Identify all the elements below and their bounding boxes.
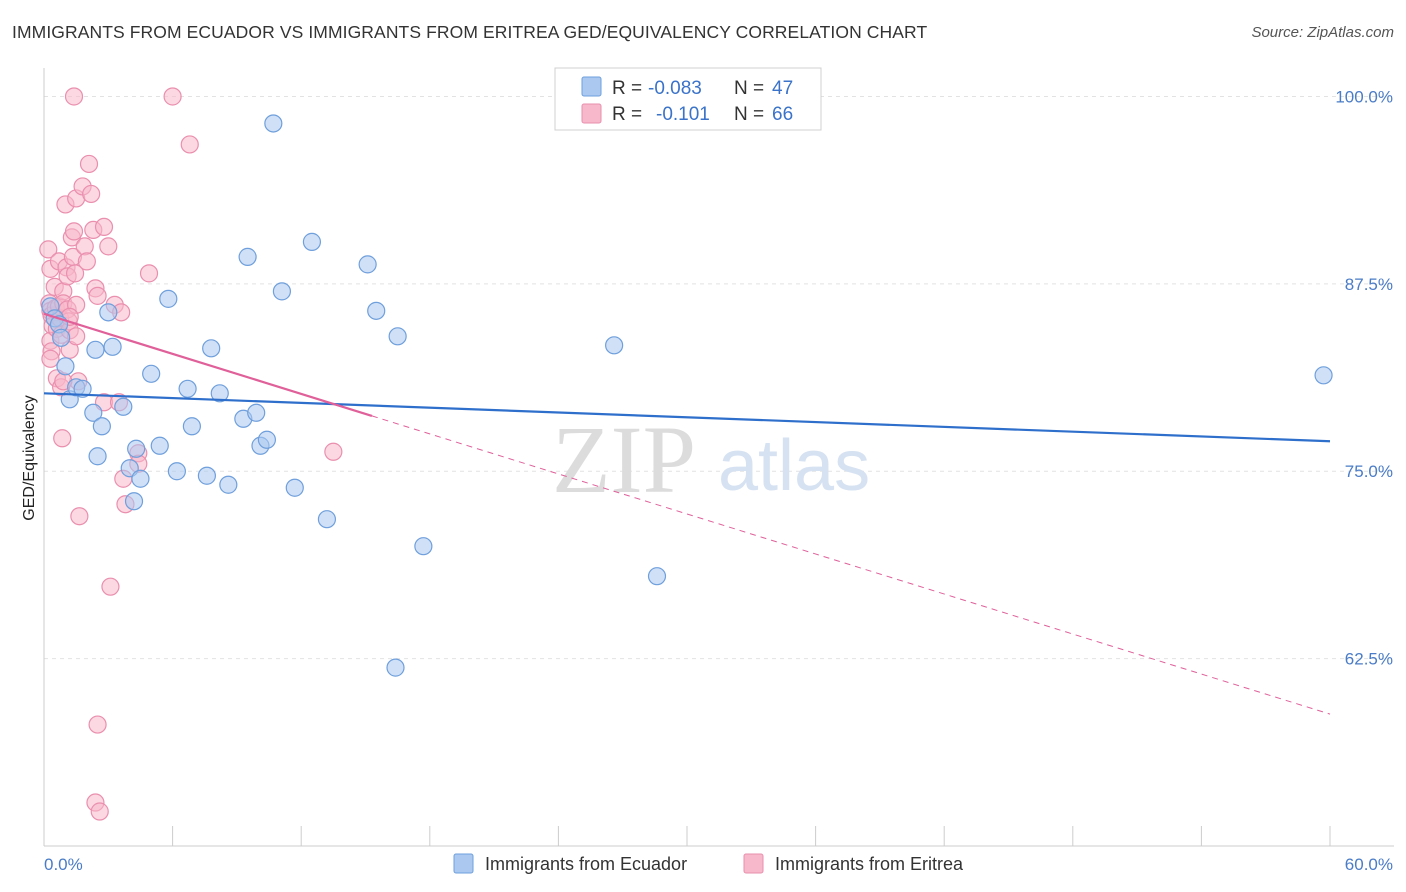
y-tick-label-0: 62.5% <box>1345 650 1393 669</box>
ecuador-point-24 <box>182 417 201 436</box>
legend-r-value-eritrea: -0.101 <box>656 104 710 125</box>
ecuador-point-30 <box>238 247 257 266</box>
eritrea-point-41 <box>79 154 99 174</box>
eritrea-point-47 <box>90 802 109 821</box>
bottom-legend: Immigrants from Ecuador Immigrants from … <box>453 853 964 874</box>
ecuador-point-10 <box>92 417 111 436</box>
eritrea-trend-line-extension <box>371 415 1331 715</box>
ecuador-point-7 <box>73 379 92 398</box>
legend-r-value-ecuador: -0.083 <box>648 78 702 99</box>
x-tick-label-0: 0.0% <box>44 855 83 874</box>
ecuador-point-26 <box>202 339 221 358</box>
ecuador-point-16 <box>127 439 146 458</box>
ecuador-point-38 <box>317 510 337 529</box>
eritrea-point-0 <box>39 240 58 259</box>
ecuador-point-4 <box>56 357 75 376</box>
x-tick-labels: 0.0% 60.0% <box>44 855 1393 874</box>
bottom-legend-label-eritrea: Immigrants from Eritrea <box>775 854 964 874</box>
legend-r-label-eritrea: R = <box>612 104 642 125</box>
legend-n-label-ecuador: N = <box>734 78 764 99</box>
y-tick-label-3: 100.0% <box>1335 87 1393 106</box>
ecuador-point-13 <box>103 337 122 356</box>
ecuador-point-20 <box>150 436 169 455</box>
bottom-legend-swatch-ecuador <box>453 853 474 874</box>
eritrea-point-18 <box>53 429 72 448</box>
ecuador-point-34 <box>264 114 283 133</box>
eritrea-point-60 <box>163 87 182 106</box>
bottom-legend-label-ecuador: Immigrants from Ecuador <box>485 854 687 874</box>
eritrea-point-8 <box>41 349 60 368</box>
ecuador-point-43 <box>414 537 433 556</box>
ecuador-point-9 <box>88 447 107 466</box>
x-tick-label-1: 60.0% <box>1345 855 1393 874</box>
top-legend: R = -0.083 N = 47 R = -0.101 N = 66 <box>554 67 822 131</box>
eritrea-point-62 <box>324 442 343 461</box>
ecuador-points <box>41 114 1333 677</box>
ecuador-point-27 <box>210 384 229 403</box>
ecuador-point-45 <box>647 567 667 586</box>
eritrea-point-33 <box>67 327 86 346</box>
axes <box>43 68 1394 847</box>
watermark: ZIP atlas <box>552 406 870 513</box>
legend-n-value-ecuador: 47 <box>772 78 793 99</box>
eritrea-point-45 <box>88 286 107 305</box>
eritrea-point-61 <box>180 135 199 154</box>
ecuador-point-33 <box>257 430 277 449</box>
ecuador-point-25 <box>197 466 216 485</box>
watermark-zip: ZIP <box>552 406 696 513</box>
y-axis-label: GED/Equivalency <box>21 395 38 520</box>
eritrea-point-49 <box>94 217 114 237</box>
ecuador-point-21 <box>159 289 178 308</box>
legend-swatch-ecuador <box>581 76 602 97</box>
y-tick-label-2: 87.5% <box>1345 275 1393 294</box>
bottom-legend-swatch-eritrea <box>743 853 764 874</box>
eritrea-point-35 <box>70 507 89 526</box>
eritrea-point-42 <box>82 184 101 204</box>
ecuador-point-39 <box>358 255 377 274</box>
eritrea-point-48 <box>88 715 107 734</box>
ecuador-point-17 <box>131 469 150 488</box>
ecuador-point-41 <box>386 658 405 677</box>
y-tick-labels: 62.5% 75.0% 87.5% 100.0% <box>1335 87 1393 668</box>
ecuador-point-3 <box>52 328 71 347</box>
ecuador-point-35 <box>272 282 292 301</box>
eritrea-point-30 <box>64 222 84 241</box>
ecuador-point-36 <box>285 478 304 497</box>
ecuador-point-11 <box>86 340 105 359</box>
trend-lines <box>43 312 1331 715</box>
ecuador-point-23 <box>178 379 197 398</box>
eritrea-trend-line <box>43 312 373 417</box>
chart-title: IMMIGRANTS FROM ECUADOR VS IMMIGRANTS FR… <box>12 22 928 42</box>
eritrea-point-36 <box>64 87 84 106</box>
legend-r-label-ecuador: R = <box>612 78 642 99</box>
eritrea-point-31 <box>65 264 85 283</box>
watermark-atlas: atlas <box>718 426 870 506</box>
ecuador-point-12 <box>99 303 118 322</box>
ecuador-trend-line <box>43 392 1331 443</box>
ecuador-point-14 <box>114 397 133 416</box>
eritrea-point-59 <box>139 264 159 283</box>
ecuador-point-28 <box>219 475 238 494</box>
eritrea-point-39 <box>75 237 94 256</box>
eritrea-point-52 <box>101 577 120 596</box>
ecuador-point-42 <box>388 327 407 346</box>
source-credit: Source: ZipAtlas.com <box>1251 24 1394 41</box>
legend-n-value-eritrea: 66 <box>772 104 793 125</box>
ecuador-point-46 <box>1314 366 1333 385</box>
ecuador-point-44 <box>605 336 624 355</box>
ecuador-point-22 <box>167 462 186 481</box>
legend-n-label-eritrea: N = <box>734 104 764 125</box>
legend-swatch-eritrea <box>581 103 602 124</box>
ecuador-point-31 <box>247 403 266 422</box>
ecuador-point-18 <box>124 492 144 511</box>
eritrea-point-40 <box>77 252 96 271</box>
ecuador-point-19 <box>142 364 161 383</box>
eritrea-point-51 <box>99 237 118 256</box>
ecuador-point-8 <box>84 403 103 422</box>
y-tick-label-1: 75.0% <box>1345 462 1393 481</box>
ecuador-point-40 <box>367 301 386 320</box>
ecuador-point-37 <box>302 232 322 251</box>
eritrea-points <box>39 87 343 821</box>
